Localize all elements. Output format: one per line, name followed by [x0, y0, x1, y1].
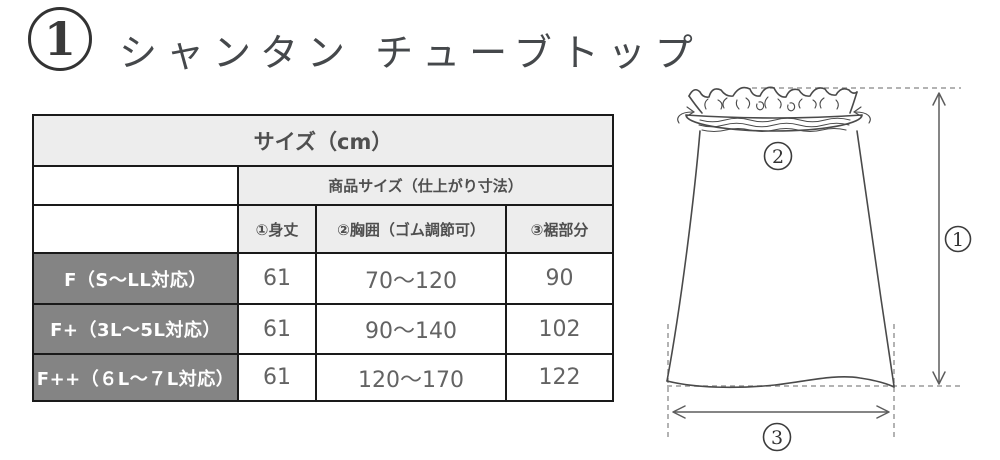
table-cell: 90〜140	[315, 303, 507, 355]
ruffle-left-flare	[688, 95, 703, 114]
stretch-arrow-left-icon	[677, 106, 696, 124]
elastic-wavy-line	[699, 117, 851, 123]
table-cell: 61	[237, 252, 317, 305]
empty-cell	[32, 165, 239, 206]
column-header-hem: ③裾部分	[504, 204, 615, 254]
body-left-edge	[666, 130, 701, 382]
size-table: サイズ（cm） 商品サイズ（仕上がり寸法） ①身丈 ②胸囲（ゴム調節可） ③裾部…	[31, 114, 615, 402]
table-subtitle: 商品サイズ（仕上がり寸法）	[236, 165, 615, 206]
table-cell: 122	[504, 353, 615, 402]
elastic-wavy-line	[698, 122, 850, 128]
empty-cell	[32, 204, 239, 254]
column-header-chest: ②胸囲（ゴム調節可）	[315, 204, 507, 254]
row-label: F（S〜LL対応）	[32, 252, 239, 305]
table-row: F+（3L〜5L対応） 61 90〜140 102	[32, 303, 615, 355]
marker-chest-number: 2	[772, 146, 784, 168]
page-title: シャンタン チューブトップ	[119, 31, 702, 75]
garment-diagram: 2 1 3	[666, 86, 972, 452]
marker-chest-circle	[763, 141, 793, 171]
marker-length-circle	[944, 225, 972, 253]
marker-chest: 2	[763, 141, 793, 171]
table-cell: 61	[237, 303, 317, 355]
table-subtitle-row: 商品サイズ（仕上がり寸法）	[32, 165, 615, 206]
ruffle-right-flare	[849, 91, 858, 114]
item-number-badge: 1	[28, 7, 92, 71]
table-cell: 70〜120	[315, 252, 507, 305]
marker-hem-number: 3	[771, 427, 783, 449]
table-title: サイズ（cm）	[31, 114, 615, 167]
marker-hem-circle	[762, 422, 792, 452]
hem-dimension-arrow	[672, 405, 890, 419]
row-label: F+（3L〜5L対応）	[32, 303, 239, 355]
table-row: F++（６L〜７L対応） 61 120〜170 122	[32, 353, 615, 402]
hem-edge	[666, 376, 895, 389]
item-number: 1	[43, 12, 76, 66]
marker-length: 1	[944, 225, 972, 253]
elastic-wavy-line	[701, 127, 847, 133]
column-header-row: ①身丈 ②胸囲（ゴム調節可） ③裾部分	[32, 204, 615, 254]
stretch-arrow-right-icon	[852, 106, 871, 124]
table-cell: 61	[237, 353, 317, 402]
table-cell: 120〜170	[315, 353, 507, 402]
marker-length-number: 1	[952, 229, 964, 251]
length-dimension-arrow	[932, 92, 946, 385]
marker-hem: 3	[762, 422, 792, 452]
column-header-length: ①身丈	[237, 204, 317, 254]
table-row: F（S〜LL対応） 61 70〜120 90	[32, 252, 615, 305]
table-title-row: サイズ（cm）	[31, 114, 615, 167]
table-cell: 90	[504, 252, 615, 305]
row-label: F++（６L〜７L対応）	[32, 353, 239, 402]
ruffle-scalloped-edge	[688, 86, 858, 98]
elastic-band-bottom	[685, 114, 863, 132]
table-cell: 102	[504, 303, 615, 355]
elastic-band-top	[685, 114, 863, 119]
body-right-edge	[856, 130, 895, 387]
ruffle-gather-marks	[704, 96, 839, 112]
